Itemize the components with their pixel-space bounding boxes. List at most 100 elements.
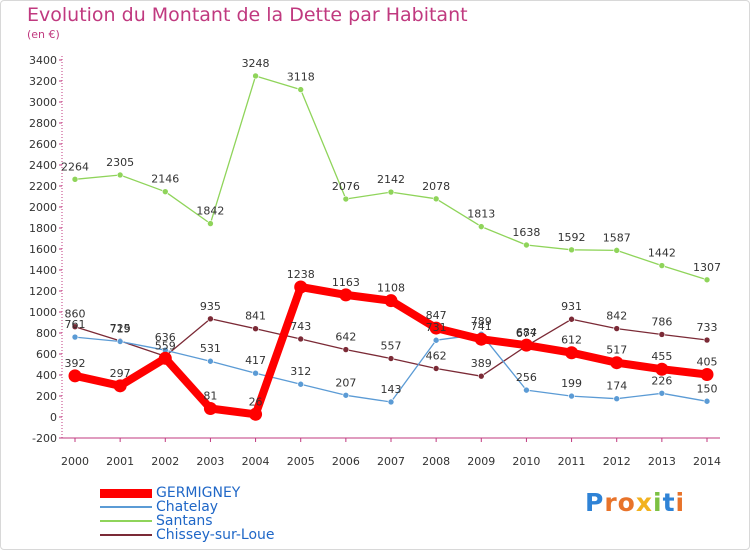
data-label-chatelay: 256 — [516, 371, 537, 384]
data-label-santans: 2305 — [106, 156, 134, 169]
data-label-chatelay: 719 — [110, 323, 131, 336]
data-point-santans — [342, 195, 350, 203]
data-label-santans: 2142 — [377, 173, 405, 186]
logo-letter: r — [604, 488, 618, 517]
x-tick-label: 2011 — [558, 455, 586, 468]
data-point-santans — [477, 223, 485, 230]
data-point-chissey-sur-loue — [658, 331, 666, 338]
data-point-germigney — [339, 288, 353, 302]
x-tick-label: 2004 — [242, 455, 270, 468]
data-label-santans: 3248 — [242, 57, 270, 70]
data-point-santans — [568, 246, 575, 254]
data-label-chatelay: 150 — [697, 382, 718, 395]
data-label-germigney: 559 — [155, 339, 176, 352]
y-tick-label: 800 — [36, 327, 57, 340]
data-label-germigney: 684 — [516, 326, 537, 339]
data-label-germigney: 517 — [606, 344, 627, 357]
y-tick-label: 2600 — [29, 138, 57, 151]
data-point-santans — [658, 262, 666, 269]
y-tick-label: 2200 — [29, 180, 57, 193]
data-point-chatelay — [523, 386, 530, 394]
data-point-germigney — [203, 401, 217, 415]
data-point-germigney — [700, 367, 714, 381]
data-label-germigney: 1163 — [332, 276, 360, 289]
data-label-santans: 1587 — [603, 231, 631, 244]
data-point-germigney — [158, 351, 172, 365]
data-label-chatelay: 731 — [426, 321, 447, 334]
data-point-chissey-sur-loue — [568, 315, 575, 323]
data-label-chissey-sur-loue: 642 — [335, 331, 356, 344]
data-point-germigney — [655, 362, 669, 376]
logo-letter: P — [585, 488, 605, 517]
data-label-santans: 1842 — [196, 205, 224, 218]
data-point-germigney — [113, 379, 127, 393]
data-point-chatelay — [252, 369, 259, 377]
x-tick-label: 2014 — [693, 455, 721, 468]
data-point-santans — [387, 188, 395, 196]
y-tick-label: 600 — [36, 348, 57, 361]
y-tick-label: 200 — [36, 390, 57, 403]
logo-letter: i — [675, 488, 686, 517]
data-label-santans: 2076 — [332, 180, 360, 193]
data-label-chatelay: 174 — [606, 380, 627, 393]
data-point-germigney — [294, 280, 308, 294]
y-tick-label: 1000 — [29, 306, 57, 319]
data-point-santans — [161, 188, 169, 195]
data-label-chissey-sur-loue: 462 — [426, 349, 447, 362]
data-point-chatelay — [432, 336, 440, 344]
data-label-chatelay: 143 — [381, 383, 402, 396]
logo-letter: o — [617, 488, 636, 517]
data-point-chatelay — [297, 380, 305, 388]
axes: -200 0 200 400 600 800 1000 1200 1400 1600 1800 200… — [29, 54, 721, 468]
data-point-chissey-sur-loue — [207, 315, 214, 323]
data-point-germigney — [68, 369, 82, 383]
x-tick-label: 2000 — [61, 455, 89, 468]
data-point-santans — [703, 276, 711, 284]
data-label-chissey-sur-loue: 935 — [200, 300, 221, 313]
data-point-germigney — [565, 346, 579, 360]
data-point-santans — [432, 195, 440, 203]
data-point-santans — [252, 72, 259, 80]
x-tick-label: 2006 — [332, 455, 360, 468]
x-tick-label: 2003 — [196, 455, 224, 468]
y-tick-label: 0 — [50, 411, 57, 424]
data-label-santans: 1638 — [512, 226, 540, 239]
data-point-chissey-sur-loue — [342, 346, 350, 353]
data-label-germigney: 405 — [697, 355, 718, 368]
data-point-santans — [116, 171, 124, 179]
y-tick-label: 2000 — [29, 201, 57, 214]
data-label-germigney: 392 — [65, 357, 86, 370]
data-point-chatelay — [71, 333, 79, 341]
chart-subtitle: (en €) — [27, 28, 60, 41]
data-label-chatelay: 312 — [290, 365, 311, 378]
x-tick-label: 2005 — [287, 455, 315, 468]
data-point-chatelay — [207, 357, 214, 365]
data-point-santans — [297, 86, 305, 93]
y-tick-label: 3000 — [29, 96, 57, 109]
data-label-chissey-sur-loue: 725 — [110, 322, 131, 335]
y-tick-label: 3200 — [29, 75, 57, 88]
data-label-chatelay: 636 — [155, 331, 176, 344]
data-label-chatelay: 417 — [245, 354, 266, 367]
data-point-chissey-sur-loue — [703, 336, 711, 344]
data-label-germigney: 847 — [426, 309, 447, 322]
data-label-santans: 2078 — [422, 180, 450, 193]
data-point-chissey-sur-loue — [477, 372, 485, 380]
data-point-germigney — [519, 338, 533, 352]
data-label-germigney: 81 — [203, 389, 217, 402]
x-tick-label: 2010 — [512, 455, 540, 468]
data-label-chatelay: 531 — [200, 342, 221, 355]
data-label-santans: 1442 — [648, 247, 676, 260]
data-point-chissey-sur-loue — [613, 325, 621, 332]
legend-label: Santans — [156, 513, 213, 529]
data-point-santans — [207, 220, 214, 227]
data-point-santans — [523, 241, 530, 249]
data-point-germigney — [474, 332, 488, 346]
y-tick-label: -200 — [32, 432, 57, 445]
data-point-santans — [71, 175, 79, 183]
data-label-germigney: 455 — [651, 350, 672, 363]
data-labels: 392 297 559 81 26 1238 1163 1108 847 741 684 612 517… — [61, 57, 721, 408]
data-label-chatelay: 789 — [471, 315, 492, 328]
data-point-chatelay — [387, 398, 395, 406]
